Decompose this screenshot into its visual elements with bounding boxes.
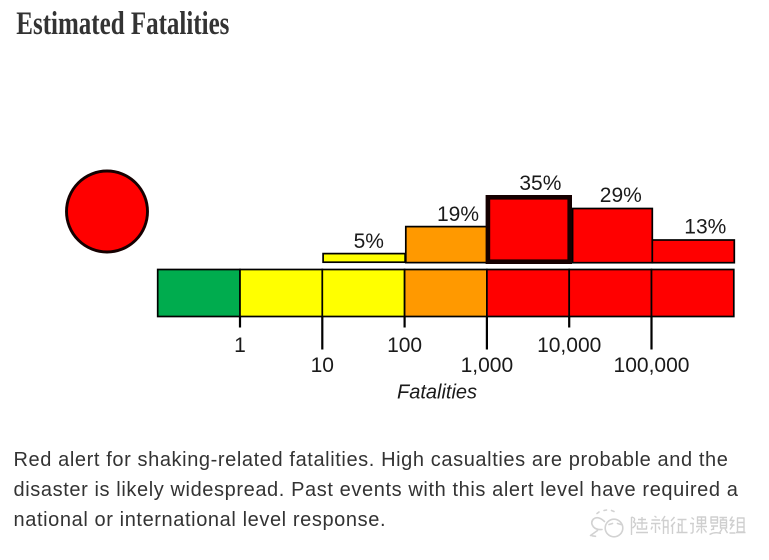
svg-text:1,000: 1,000 — [461, 354, 514, 377]
svg-text:35%: 35% — [519, 172, 561, 195]
svg-text:100: 100 — [387, 334, 422, 357]
svg-text:1: 1 — [234, 334, 246, 357]
svg-text:19%: 19% — [437, 203, 479, 226]
svg-text:5%: 5% — [354, 230, 384, 253]
svg-text:Estimated Fatalities: Estimated Fatalities — [16, 6, 229, 42]
svg-text:10: 10 — [311, 354, 334, 377]
svg-text:Fatalities: Fatalities — [397, 382, 477, 404]
svg-text:100,000: 100,000 — [614, 354, 690, 377]
svg-text:13%: 13% — [684, 216, 726, 239]
svg-text:10,000: 10,000 — [537, 334, 601, 357]
svg-text:29%: 29% — [600, 184, 642, 207]
